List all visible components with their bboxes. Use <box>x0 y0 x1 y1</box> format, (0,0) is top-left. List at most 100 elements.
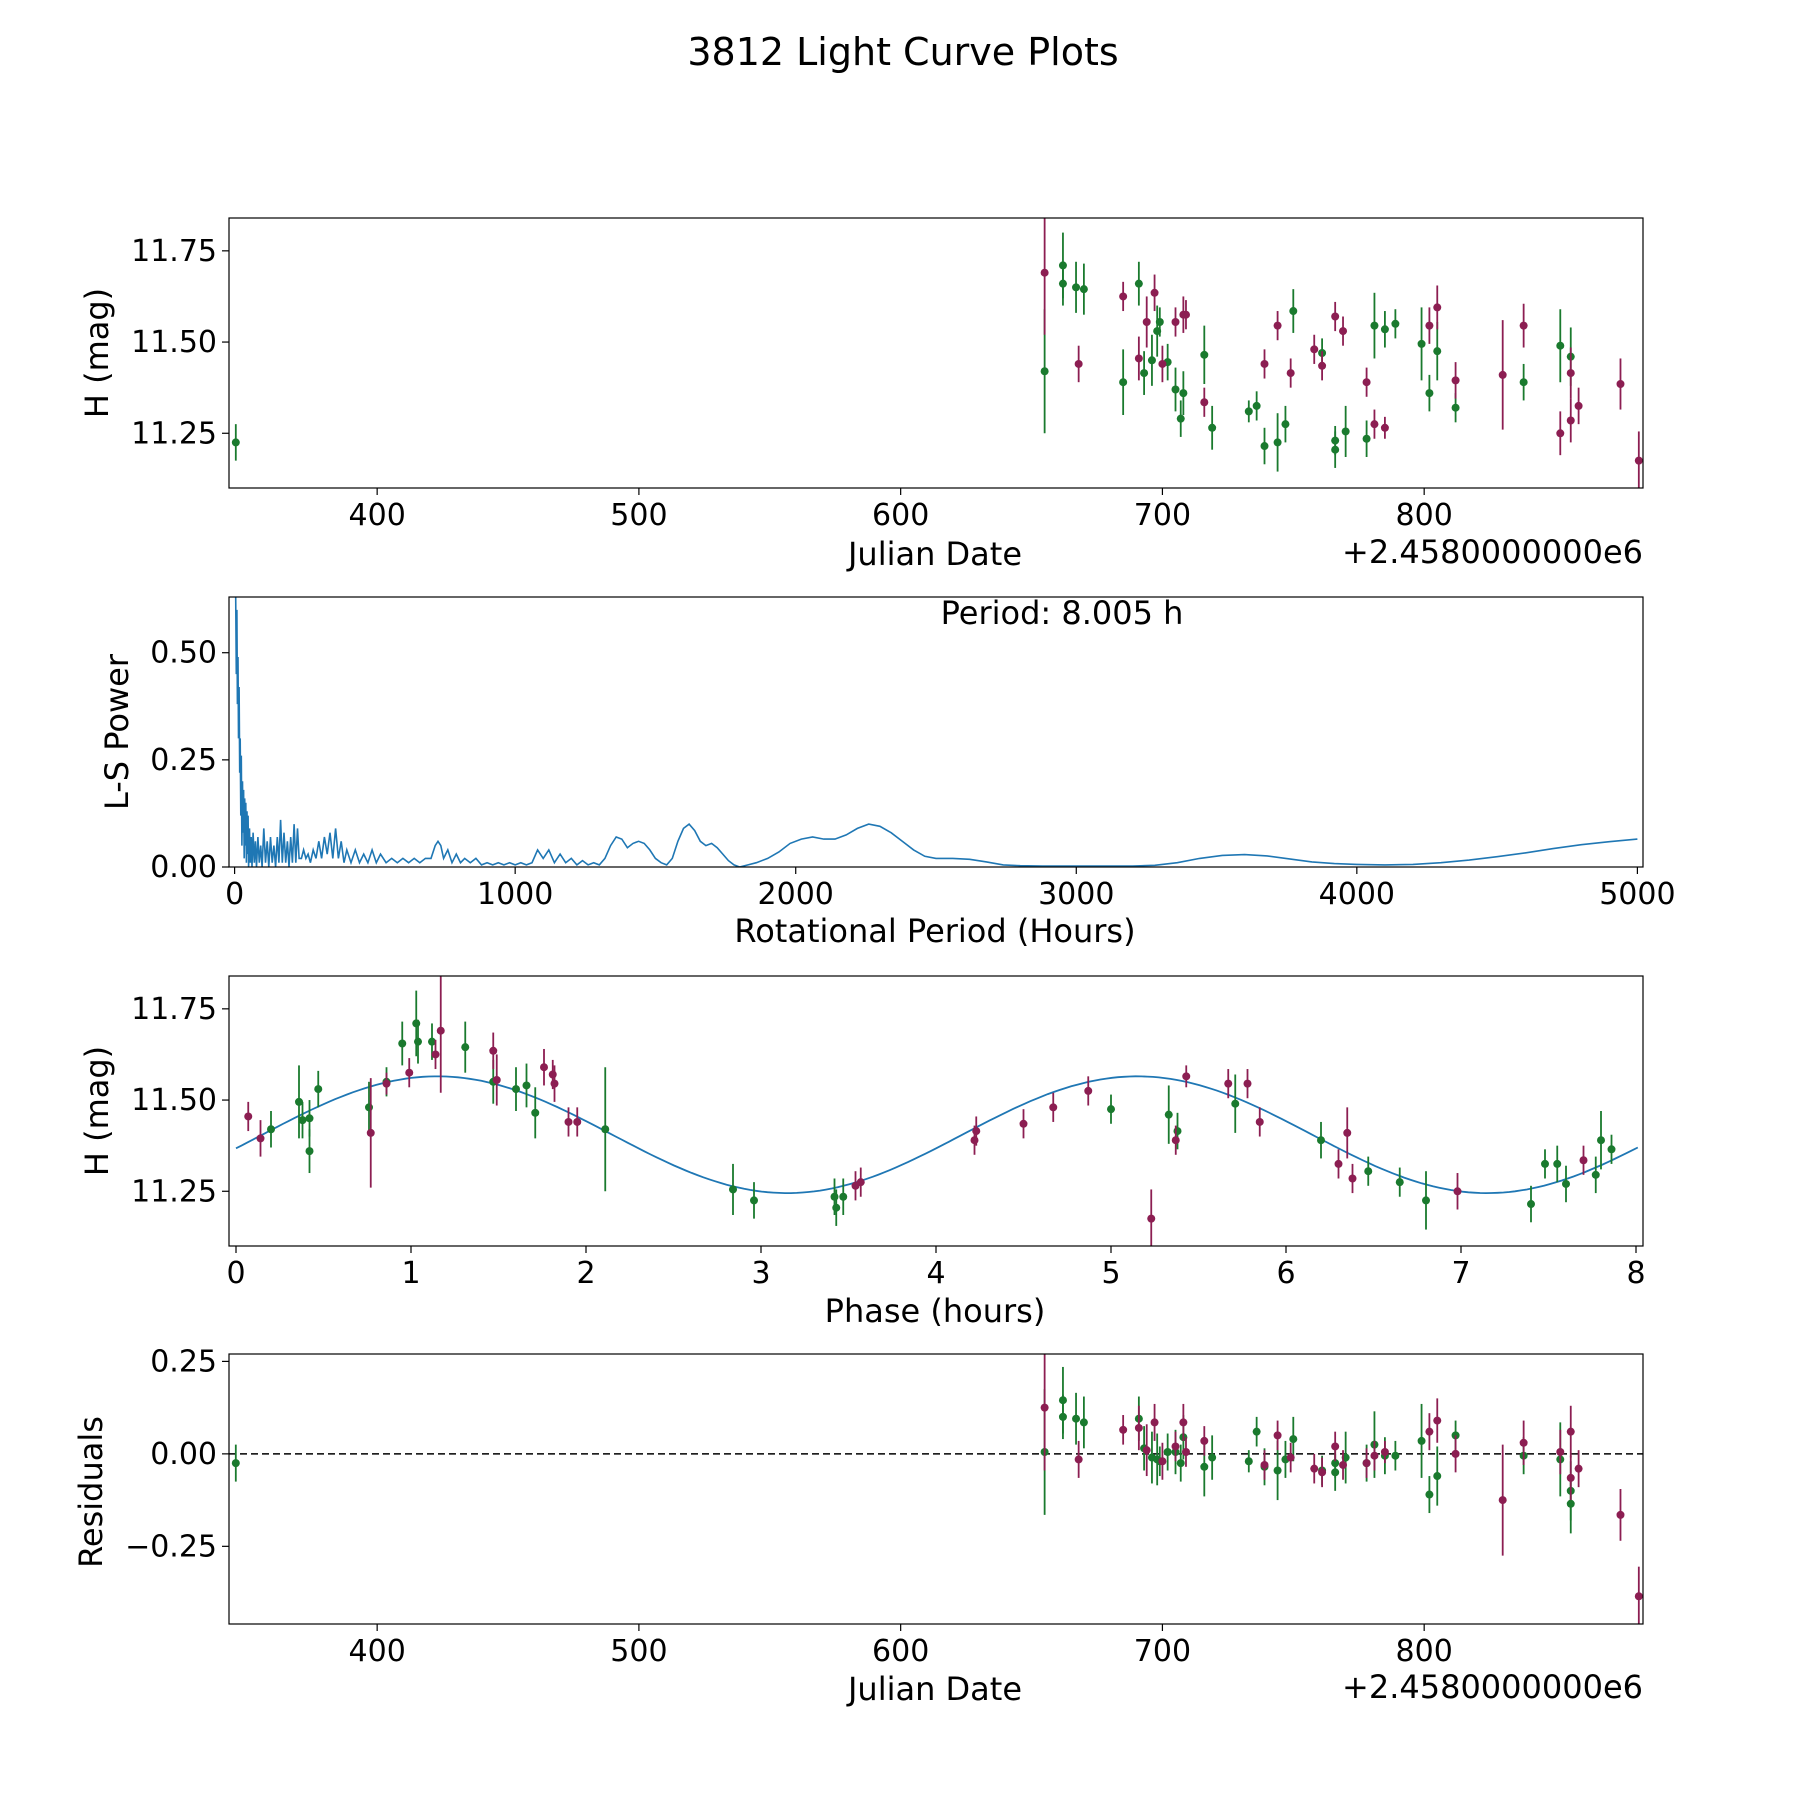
phased-point-maroon <box>1348 1174 1357 1183</box>
phased-x-tick-label: 3 <box>751 1256 770 1291</box>
periodogram-x-tick-label: 0 <box>225 877 244 912</box>
phased-point-green <box>412 1019 421 1028</box>
phased-marks <box>235 976 1639 1246</box>
phased-point-green <box>398 1039 407 1048</box>
phased-point-maroon <box>548 1070 557 1079</box>
phased-point-green <box>365 1103 373 1112</box>
phased-point-green <box>1597 1136 1605 1145</box>
lightcurve-point-green <box>1281 420 1290 429</box>
phased-point-maroon <box>436 1026 445 1035</box>
phased-point-maroon <box>382 1079 391 1088</box>
residuals-point-green <box>1391 1451 1400 1460</box>
lightcurve-point-maroon <box>1634 456 1643 465</box>
phased-point-green <box>1541 1159 1549 1168</box>
residuals-point-maroon <box>1142 1446 1151 1455</box>
residuals-x-tick-label: 400 <box>349 1634 406 1669</box>
residuals-point-maroon <box>1370 1451 1379 1460</box>
lightcurve-point-green <box>1155 317 1164 326</box>
lightcurve-point-green <box>1072 283 1081 292</box>
phased-point-green <box>601 1125 610 1134</box>
lightcurve-x-tick-label: 700 <box>1134 498 1191 533</box>
periodogram-x-tick-label: 1000 <box>477 877 553 912</box>
phased-point-maroon <box>256 1134 265 1143</box>
residuals-point-maroon <box>1339 1460 1348 1469</box>
phased-point-green <box>1562 1179 1570 1188</box>
periodogram-ticks: 0 1000 2000 3000 4000 5000 0.00 0.25 0.50 <box>150 636 1675 912</box>
residuals-y-tick-label: 0.00 <box>150 1437 217 1472</box>
lightcurve-x-tick-label: 500 <box>610 498 667 533</box>
lightcurve-point-maroon <box>1150 288 1159 297</box>
periodogram-x-tick-label: 3000 <box>1038 877 1114 912</box>
periodogram-y-tick-label: 0.25 <box>150 743 217 778</box>
phased-point-green <box>1553 1159 1562 1168</box>
phased-x-tick-label: 1 <box>401 1256 420 1291</box>
phased-point-green <box>531 1108 540 1117</box>
lightcurve-x-offset: +2.4580000000e6 <box>1342 533 1643 571</box>
residuals-x-label: Julian Date <box>846 1670 1022 1708</box>
phased-point-maroon <box>405 1068 414 1077</box>
phased-point-maroon <box>1084 1086 1093 1095</box>
lightcurve-point-maroon <box>1134 354 1143 363</box>
residuals-point-maroon <box>1519 1438 1528 1447</box>
residuals-point-green <box>1252 1427 1261 1436</box>
lightcurve-y-tick-label: 11.50 <box>131 325 217 360</box>
lightcurve-y-tick-label: 11.25 <box>131 416 217 451</box>
residuals-point-maroon <box>1616 1510 1625 1519</box>
phased-point-green <box>267 1125 275 1134</box>
phased-point-maroon <box>564 1117 573 1126</box>
lightcurve-point-green <box>1519 378 1528 387</box>
residuals-y-tick-label: 0.25 <box>150 1344 217 1379</box>
phased-point-maroon <box>1453 1187 1462 1196</box>
lightcurve-point-maroon <box>1286 369 1295 378</box>
lightcurve-point-maroon <box>1370 420 1379 429</box>
lightcurve-point-green <box>1252 401 1261 410</box>
lightcurve-panel: 400 500 600 700 800 11.25 11.50 11.75 Julian Da… <box>78 217 1644 573</box>
phased-point-green <box>839 1192 848 1201</box>
periodogram-x-label: Rotational Period (Hours) <box>734 912 1135 950</box>
lightcurve-point-maroon <box>1566 369 1575 378</box>
residuals-point-maroon <box>1119 1425 1128 1434</box>
phased-panel: 0 1 2 3 4 5 6 7 8 11.25 11.50 11.75 Phase (hours) H… <box>78 975 1646 1330</box>
lightcurve-point-green <box>1079 285 1088 294</box>
phased-point-green <box>522 1081 531 1090</box>
phased-x-tick-label: 6 <box>1276 1256 1295 1291</box>
lightcurve-point-maroon <box>1310 345 1319 354</box>
residuals-point-green <box>1072 1414 1081 1423</box>
residuals-point-maroon <box>1331 1442 1340 1451</box>
lightcurve-y-label: H (mag) <box>78 288 116 418</box>
lightcurve-x-label: Julian Date <box>846 535 1022 573</box>
periodogram-x-tick-label: 5000 <box>1599 877 1675 912</box>
lightcurve-point-green <box>1425 389 1434 398</box>
lightcurve-point-maroon <box>1142 317 1151 326</box>
residuals-point-green <box>1163 1448 1172 1457</box>
residuals-point-maroon <box>1150 1418 1159 1427</box>
phased-point-green <box>729 1185 737 1194</box>
phased-point-green <box>1173 1127 1182 1136</box>
phased-y-tick-label: 11.75 <box>131 992 217 1027</box>
residuals-point-maroon <box>1200 1436 1209 1445</box>
phased-point-maroon <box>1343 1128 1352 1137</box>
residuals-point-maroon <box>1318 1468 1327 1477</box>
residuals-point-maroon <box>1273 1431 1282 1440</box>
residuals-point-green <box>1058 1396 1067 1405</box>
lightcurve-point-green <box>1260 442 1269 451</box>
residuals-point-maroon <box>1179 1418 1188 1427</box>
residuals-point-green <box>1331 1468 1340 1477</box>
phased-point-green <box>1107 1105 1115 1114</box>
lightcurve-point-maroon <box>1158 359 1167 368</box>
phased-point-green <box>1231 1099 1240 1108</box>
phased-point-maroon <box>972 1127 981 1136</box>
phased-x-tick-label: 4 <box>926 1256 945 1291</box>
residuals-ticks: 400 500 600 700 800 −0.25 0.00 0.25 <box>125 1344 1453 1669</box>
periodogram-panel: 0 1000 2000 3000 4000 5000 0.00 0.25 0.50 Period… <box>98 594 1676 950</box>
residuals-point-green <box>1244 1457 1253 1466</box>
phased-point-green <box>428 1037 436 1046</box>
residuals-point-maroon <box>1286 1453 1295 1462</box>
phased-point-green <box>1607 1145 1616 1154</box>
lightcurve-point-maroon <box>1519 321 1528 330</box>
lightcurve-point-maroon <box>1260 359 1269 368</box>
residuals-point-green <box>1273 1466 1282 1475</box>
phased-point-maroon <box>1049 1103 1058 1112</box>
